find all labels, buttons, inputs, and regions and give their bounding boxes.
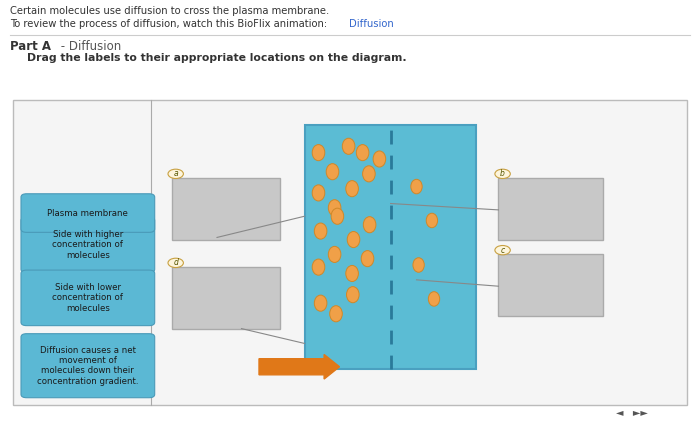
Text: Plasma membrane: Plasma membrane <box>48 209 128 218</box>
Text: a: a <box>174 169 178 179</box>
Text: To review the process of diffusion, watch this BioFlix animation:: To review the process of diffusion, watc… <box>10 19 330 29</box>
Text: Diffusion: Diffusion <box>349 19 393 29</box>
Text: ◄   ►►: ◄ ►► <box>616 408 648 418</box>
Text: - Diffusion: - Diffusion <box>57 40 121 53</box>
Text: Diffusion causes a net
movement of
molecules down their
concentration gradient.: Diffusion causes a net movement of molec… <box>37 346 139 386</box>
Text: Side with higher
concentration of
molecules: Side with higher concentration of molecu… <box>52 230 123 260</box>
Text: Certain molecules use diffusion to cross the plasma membrane.: Certain molecules use diffusion to cross… <box>10 6 329 17</box>
Text: d: d <box>174 258 178 268</box>
Text: c: c <box>500 245 505 255</box>
Text: b: b <box>500 169 505 179</box>
Text: Drag the labels to their appropriate locations on the diagram.: Drag the labels to their appropriate loc… <box>27 53 406 63</box>
Text: Side with lower
concentration of
molecules: Side with lower concentration of molecul… <box>52 283 123 313</box>
Text: Part A: Part A <box>10 40 51 53</box>
